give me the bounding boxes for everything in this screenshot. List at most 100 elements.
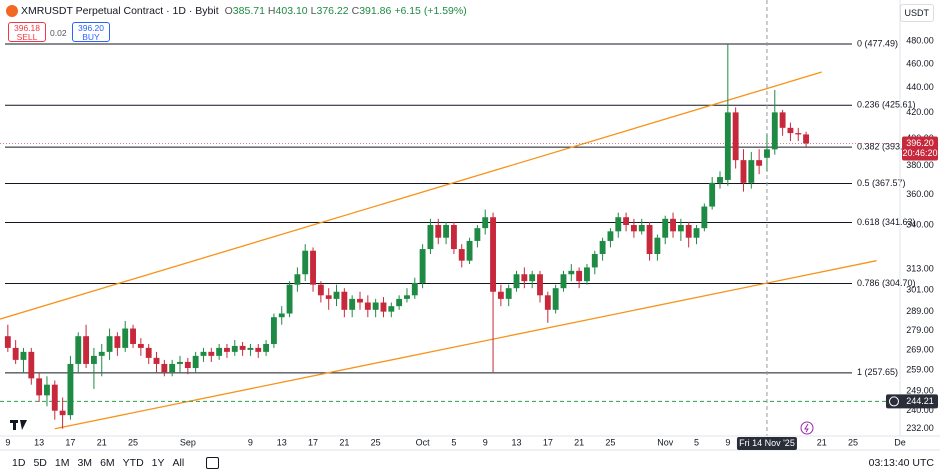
- candle-body: [505, 288, 512, 299]
- candle-body: [646, 225, 653, 255]
- ohlc: O385.71 H403.10 L376.22 C391.86: [222, 5, 392, 17]
- ohlc-key: L: [310, 5, 317, 17]
- candle-body: [521, 274, 528, 282]
- candle-body: [411, 282, 418, 296]
- candle-body: [552, 288, 559, 310]
- candle-body: [623, 217, 630, 226]
- range-button[interactable]: 1Y: [151, 457, 165, 469]
- y-tick-label: 232.00: [906, 423, 934, 433]
- range-button[interactable]: YTD: [122, 457, 144, 469]
- candle-body: [130, 328, 136, 344]
- y-tick-label: 360.00: [906, 189, 934, 199]
- range-button[interactable]: 6M: [100, 457, 115, 469]
- candle-body: [294, 274, 301, 285]
- candle-body: [286, 284, 293, 314]
- buy-button[interactable]: 396.20 BUY: [72, 22, 110, 42]
- candle-body: [208, 351, 215, 356]
- alert-label: 244.21: [906, 396, 934, 406]
- x-tick-label: 13: [34, 437, 44, 447]
- x-tick-label: 25: [128, 437, 138, 447]
- candle-body: [231, 345, 238, 352]
- plot-area: 0 (477.49) 0.236 (425.61) 0.382 (393.51) 0.…: [0, 0, 916, 436]
- candle-body: [756, 160, 763, 166]
- candle-body: [161, 363, 168, 373]
- x-tick-label: Oct: [416, 437, 431, 447]
- range-button[interactable]: 1M: [54, 457, 70, 469]
- candle-body: [701, 206, 708, 229]
- candle-body: [255, 347, 262, 352]
- candle-body: [270, 317, 277, 344]
- candle-body: [278, 313, 285, 318]
- candle-body: [732, 112, 739, 161]
- x-tick-label: 25: [605, 437, 615, 447]
- y-tick-label: 240.00: [906, 405, 934, 415]
- range-button[interactable]: All: [172, 457, 185, 469]
- sell-button[interactable]: 396.18 SELL: [8, 22, 46, 42]
- currency[interactable]: USDT: [899, 4, 934, 22]
- candle-body: [224, 347, 230, 352]
- candle-body: [169, 363, 176, 373]
- candle-body: [685, 225, 692, 238]
- ohlc-value: 391.86: [359, 5, 392, 17]
- candle-body: [560, 274, 567, 289]
- sell-label: SELL: [16, 32, 38, 42]
- x-tick-label: 9: [483, 437, 488, 447]
- y-tick-label: 259.00: [906, 364, 934, 374]
- buy-price: 396.20: [78, 23, 104, 33]
- range-button[interactable]: 3M: [77, 457, 93, 469]
- candle-body: [247, 347, 254, 350]
- candle-body: [98, 351, 105, 356]
- candle-body: [341, 291, 348, 310]
- y-tick-label: 440.00: [906, 82, 934, 92]
- trend-line: [0, 71, 822, 320]
- candle-body: [677, 225, 684, 232]
- ohlc-value: 403.10: [275, 5, 308, 17]
- x-tick-label: 21: [97, 437, 107, 447]
- candle-body: [357, 298, 363, 303]
- candle-body: [114, 336, 121, 348]
- candle-body: [584, 267, 590, 282]
- candle-body: [591, 254, 598, 268]
- candle-body: [771, 112, 778, 150]
- candle-body: [153, 357, 160, 364]
- candle-body: [12, 347, 19, 360]
- candle-body: [51, 384, 58, 411]
- ohlc-value: 376.22: [316, 5, 349, 17]
- candle-body: [4, 336, 11, 348]
- candle-body: [654, 237, 661, 255]
- candle-body: [466, 240, 473, 261]
- crosshair-label-box: [736, 437, 797, 450]
- calendar-button[interactable]: [206, 457, 220, 469]
- lightning-icon[interactable]: [800, 421, 814, 435]
- x-tick-label: 17: [543, 437, 553, 447]
- x-tick-label: 25: [371, 437, 381, 447]
- candle-body: [615, 217, 622, 232]
- candle-body: [662, 218, 669, 238]
- candle-body: [450, 225, 457, 250]
- range-button[interactable]: 5D: [33, 457, 47, 469]
- candle-body: [709, 182, 716, 207]
- candle-body: [106, 336, 113, 352]
- candle-body: [145, 347, 152, 358]
- fib-label: 0.5 (367.57): [857, 178, 906, 188]
- candle-body: [497, 291, 504, 299]
- range-button[interactable]: 1D: [12, 457, 26, 469]
- candle-body: [458, 249, 465, 261]
- candle-body: [693, 228, 700, 238]
- candle-body: [576, 270, 583, 282]
- candle-body: [404, 295, 410, 299]
- y-tick-label: 460.00: [906, 58, 934, 68]
- x-tick-label: De: [894, 437, 906, 447]
- candle-body: [184, 361, 191, 369]
- spread: 0.02: [50, 28, 67, 38]
- candle-body: [803, 134, 810, 144]
- fib-label: 0 (477.49): [857, 38, 898, 48]
- symbol[interactable]: XMRUSDT Perpetual Contract · 1D · Bybit: [21, 5, 219, 17]
- candle-body: [75, 336, 82, 364]
- candle-body: [239, 345, 246, 350]
- x-tick-label: Sep: [180, 437, 196, 447]
- x-tick-label: 9: [248, 437, 253, 447]
- candle-body: [740, 160, 747, 183]
- candle-body: [474, 228, 481, 241]
